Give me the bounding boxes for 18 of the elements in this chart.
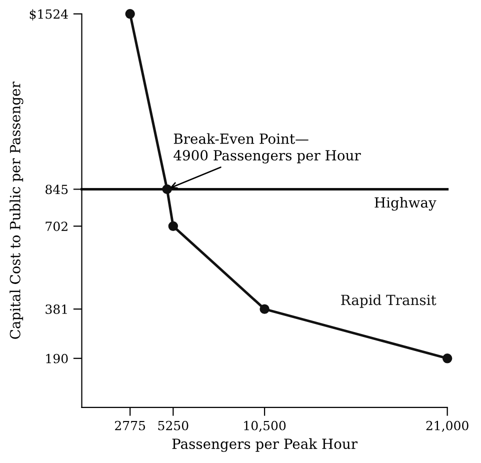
ref-line-label: Highway	[374, 196, 436, 211]
y-tick-label: 381	[46, 304, 67, 314]
x-tick-label: 5250	[158, 420, 188, 430]
x-axis-title: Passengers per Peak Hour	[172, 438, 358, 452]
annotation: Break-Even Point— 4900 Passengers per Hour	[174, 133, 361, 164]
y-tick-label: 190	[46, 354, 68, 364]
point	[260, 304, 270, 314]
x-tick-label: 21,000	[426, 420, 468, 432]
point	[125, 9, 135, 19]
point	[168, 221, 178, 232]
series-label: Rapid Transit	[341, 294, 436, 308]
y-axis-title: Capital Cost to Public per Passenger	[10, 82, 24, 339]
point	[442, 354, 452, 364]
x-tick-label: 2775	[115, 420, 146, 430]
y-tick-label: 845	[46, 184, 68, 194]
y-tick-label: $1524	[30, 9, 68, 20]
x-tick-label: 10,500	[244, 420, 286, 432]
y-tick-label: 702	[46, 222, 68, 232]
